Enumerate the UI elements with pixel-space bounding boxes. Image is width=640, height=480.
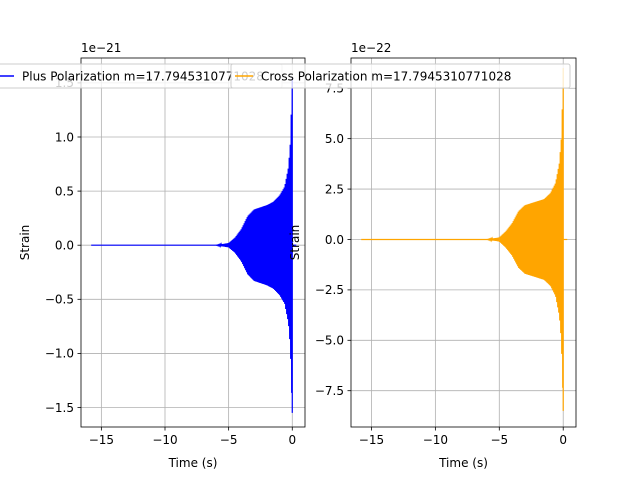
- plus-axes-frame: [80, 57, 306, 428]
- plus-y-offset-label: 1e−21: [81, 41, 121, 55]
- plus-y-tick-label: 1.0: [55, 130, 74, 144]
- plus-x-ticks: −15 −10 −5 0: [89, 427, 296, 447]
- plus-y-tick-label: 0.5: [55, 184, 74, 198]
- plus-y-axis-label: Strain: [18, 225, 32, 261]
- cross-y-tick-label: 0.0: [325, 233, 344, 247]
- plus-x-tick-label: −5: [220, 433, 238, 447]
- plus-x-tick-label: −15: [89, 433, 114, 447]
- cross-legend-box: [230, 63, 571, 89]
- plus-polarization-waveform: [91, 77, 293, 413]
- cross-polarization-axes: −15 −10 −5 0 −7.5−5.0−2.50.02.55.07.5 Time …: [288, 41, 577, 470]
- cross-x-tick-label: −10: [423, 433, 448, 447]
- plus-y-tick-label: 0.0: [55, 239, 74, 253]
- cross-y-tick-label: −5.0: [315, 334, 344, 348]
- cross-y-tick-label: −7.5: [315, 384, 344, 398]
- cross-legend: Cross Polarization m=17.7945310771028: [230, 63, 571, 89]
- cross-y-offset-label: 1e−22: [351, 41, 391, 55]
- plus-x-axis-label: Time (s): [168, 456, 218, 470]
- plus-legend: Plus Polarization m=17.7945310771028: [0, 63, 283, 89]
- plus-y-tick-label: −1.0: [45, 347, 74, 361]
- cross-y-tick-label: 5.0: [325, 132, 344, 146]
- cross-x-axis-label: Time (s): [438, 456, 488, 470]
- cross-legend-label: Cross Polarization m=17.7945310771028: [261, 70, 511, 84]
- cross-y-tick-label: −2.5: [315, 283, 344, 297]
- cross-axes-frame: [350, 57, 577, 428]
- plus-polarization-line: [91, 77, 297, 413]
- plus-x-tick-label: −10: [152, 433, 177, 447]
- cross-x-tick-label: −15: [359, 433, 384, 447]
- cross-polarization-waveform: [361, 68, 564, 411]
- cross-x-tick-label: −5: [490, 433, 508, 447]
- plus-y-tick-label: −0.5: [45, 293, 74, 307]
- plus-legend-label: Plus Polarization m=17.7945310771028: [22, 70, 264, 84]
- cross-polarization-line: [361, 68, 568, 411]
- cross-x-tick-label: 0: [559, 433, 567, 447]
- cross-y-axis-label: Strain: [288, 225, 302, 261]
- plus-x-tick-label: 0: [288, 433, 296, 447]
- cross-x-ticks: −15 −10 −5 0: [359, 427, 567, 447]
- plus-y-tick-label: −1.5: [45, 401, 74, 415]
- cross-y-tick-label: 2.5: [325, 182, 344, 196]
